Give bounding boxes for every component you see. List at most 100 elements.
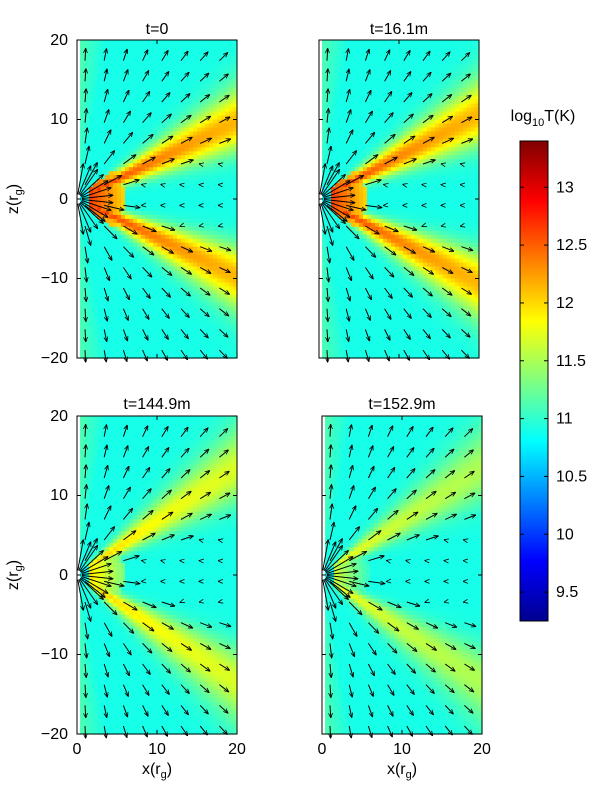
field-cell xyxy=(391,75,396,81)
field-cell xyxy=(387,43,392,49)
field-cell xyxy=(193,151,198,156)
field-cell xyxy=(205,250,210,256)
field-cell xyxy=(229,254,234,260)
field-cell xyxy=(375,175,380,180)
field-cell xyxy=(351,342,356,347)
field-cell xyxy=(165,282,170,288)
field-cell xyxy=(339,222,344,228)
field-cell xyxy=(161,342,166,347)
field-cell xyxy=(185,242,190,248)
field-cell xyxy=(331,91,336,97)
field-cell xyxy=(193,199,198,204)
field-cell xyxy=(121,195,126,200)
field-cell xyxy=(229,266,234,272)
field-cell xyxy=(371,230,376,236)
field-cell xyxy=(229,278,234,284)
field-cell xyxy=(229,75,234,81)
field-cell xyxy=(379,230,384,236)
field-cell xyxy=(185,210,190,216)
field-cell xyxy=(213,95,218,101)
field-cell xyxy=(153,326,158,331)
field-cell xyxy=(205,258,210,264)
field-cell xyxy=(117,354,122,359)
field-cell xyxy=(153,40,158,45)
field-cell xyxy=(391,214,396,220)
field-cell xyxy=(335,270,340,276)
field-cell xyxy=(141,115,146,121)
field-cell xyxy=(189,95,194,101)
field-cell xyxy=(109,59,114,65)
field-cell xyxy=(129,318,134,323)
field-cell xyxy=(141,298,146,303)
velocity-arrow xyxy=(122,49,127,61)
field-cell xyxy=(201,119,206,125)
field-cell xyxy=(181,262,186,268)
field-cell xyxy=(137,266,142,272)
field-cell xyxy=(391,159,396,164)
field-cell xyxy=(177,99,182,105)
field-cell xyxy=(81,254,86,260)
field-cell xyxy=(233,63,238,69)
field-cell xyxy=(359,191,364,196)
field-cell xyxy=(133,167,138,172)
field-cell xyxy=(149,147,154,152)
field-cell xyxy=(359,354,364,359)
field-cell xyxy=(379,294,384,299)
field-cell xyxy=(121,71,126,77)
field-cell xyxy=(109,51,114,57)
field-cell xyxy=(173,187,178,192)
field-cell xyxy=(161,175,166,180)
field-cell xyxy=(97,127,102,133)
field-cell xyxy=(145,59,150,65)
field-cell xyxy=(141,107,146,113)
field-cell xyxy=(371,143,376,148)
velocity-arrow xyxy=(180,115,191,124)
field-cell xyxy=(105,195,110,200)
field-cell xyxy=(359,51,364,57)
field-cell xyxy=(375,282,380,288)
field-cell xyxy=(109,290,114,296)
field-cell xyxy=(395,294,400,299)
field-cell xyxy=(335,338,340,343)
field-cell xyxy=(387,63,392,69)
field-cell xyxy=(323,298,328,303)
field-cell xyxy=(93,71,98,77)
field-cell xyxy=(189,222,194,228)
field-cell xyxy=(149,115,154,121)
field-cell xyxy=(233,83,238,89)
field-cell xyxy=(197,254,202,260)
field-cell xyxy=(395,40,400,45)
field-cell xyxy=(85,334,90,339)
field-cell xyxy=(371,234,376,240)
field-cell xyxy=(217,171,222,176)
field-cell xyxy=(97,254,102,260)
field-cell xyxy=(177,206,182,212)
field-cell xyxy=(201,262,206,268)
field-cell xyxy=(161,314,166,319)
field-cell xyxy=(229,306,234,311)
field-cell xyxy=(225,338,230,343)
field-cell xyxy=(173,274,178,280)
field-cell xyxy=(185,218,190,224)
field-cell xyxy=(93,187,98,192)
field-cell xyxy=(233,51,238,57)
field-cell xyxy=(93,346,98,351)
field-cell xyxy=(121,179,126,184)
field-cell xyxy=(129,195,134,200)
field-cell xyxy=(399,51,404,57)
field-cell xyxy=(229,71,234,77)
field-cell xyxy=(339,246,344,252)
field-cell xyxy=(347,159,352,164)
field-cell xyxy=(363,111,368,117)
field-cell xyxy=(367,115,372,121)
field-cell xyxy=(375,131,380,137)
field-cell xyxy=(323,167,328,172)
field-cell xyxy=(133,135,138,140)
field-cell xyxy=(233,143,238,148)
field-cell xyxy=(233,278,238,284)
field-cell xyxy=(347,143,352,148)
field-cell xyxy=(141,226,146,232)
field-cell xyxy=(387,342,392,347)
field-cell xyxy=(217,246,222,252)
field-cell xyxy=(363,91,368,97)
